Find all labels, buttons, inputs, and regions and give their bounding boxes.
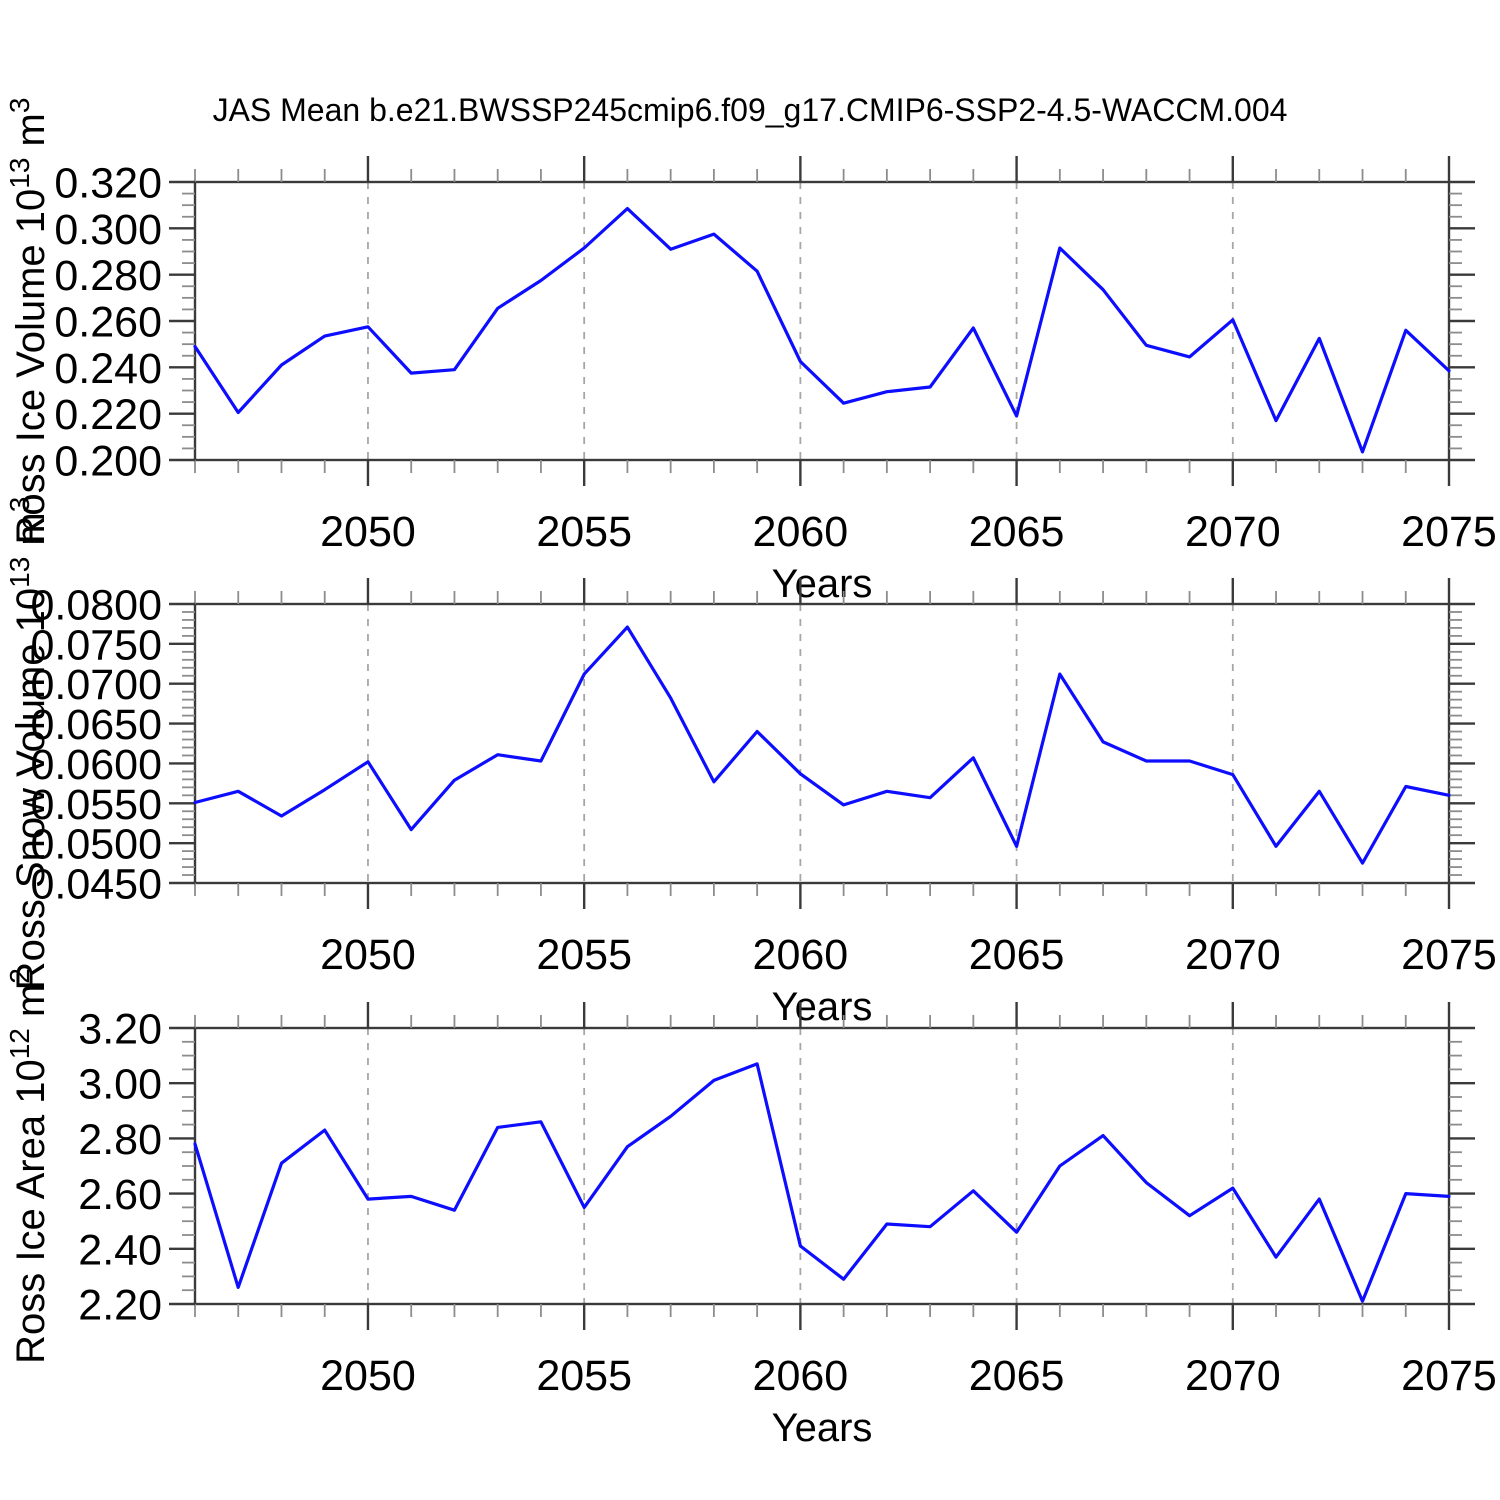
ross-ice-area-chart: 2.20 2.40 2.60 2.80 3.00 3.20 2050 2055 2060 2065… bbox=[4, 968, 1497, 1450]
gridlines bbox=[367, 604, 1234, 883]
x-tick-label: 2050 bbox=[320, 1352, 416, 1400]
x-tick-label: 2065 bbox=[969, 1352, 1065, 1400]
x-tick-label: 2065 bbox=[969, 931, 1065, 979]
y-tick-label: 2.60 bbox=[78, 1171, 162, 1219]
x-tick-label: 2075 bbox=[1401, 1352, 1497, 1400]
y-tick-label: 0.220 bbox=[54, 391, 162, 439]
x-tick-label: 2055 bbox=[536, 508, 632, 556]
y-tick-label: 0.0650 bbox=[30, 701, 162, 749]
y-tick-label: 0.200 bbox=[54, 437, 162, 485]
x-tick-label: 2060 bbox=[753, 508, 849, 556]
y-axis-title: Ross Ice Volume 1013 m3 bbox=[4, 98, 53, 545]
x-axis-title: Years bbox=[772, 1406, 873, 1450]
y-tick-label: 0.0700 bbox=[30, 661, 162, 709]
y-axis-ticks bbox=[169, 602, 1475, 885]
x-axis-ticks bbox=[194, 156, 1451, 486]
x-axis-ticks bbox=[194, 578, 1451, 909]
y-tick-label: 2.20 bbox=[78, 1281, 162, 1329]
y-tick-label: 0.260 bbox=[54, 298, 162, 346]
y-tick-label: 3.20 bbox=[78, 1005, 162, 1053]
x-tick-label: 2055 bbox=[536, 1352, 632, 1400]
gridlines bbox=[367, 182, 1234, 460]
ross-snow-volume-line bbox=[193, 625, 1451, 865]
y-tick-label: 0.280 bbox=[54, 252, 162, 300]
y-tick-label: 0.0750 bbox=[30, 621, 162, 669]
gridlines bbox=[367, 1028, 1234, 1304]
x-tick-label: 2055 bbox=[536, 931, 632, 979]
ross-ice-volume-line bbox=[193, 207, 1451, 454]
x-tick-label: 2060 bbox=[753, 1352, 849, 1400]
y-tick-label: 2.80 bbox=[78, 1116, 162, 1164]
y-axis-ticks bbox=[169, 180, 1475, 462]
x-tick-label: 2075 bbox=[1401, 508, 1497, 556]
plot-frame bbox=[193, 602, 1451, 885]
x-axis-title: Years bbox=[772, 562, 873, 606]
x-tick-label: 2070 bbox=[1185, 931, 1281, 979]
y-tick-label: 0.320 bbox=[54, 159, 162, 207]
x-tick-label: 2070 bbox=[1185, 1352, 1281, 1400]
y-tick-label: 3.00 bbox=[78, 1061, 162, 1109]
y-tick-label: 0.300 bbox=[54, 206, 162, 254]
y-tick-label: 2.40 bbox=[78, 1226, 162, 1274]
ross-ice-area-line bbox=[193, 1062, 1451, 1303]
figure-title: JAS Mean b.e21.BWSSP245cmip6.f09_g17.CMI… bbox=[212, 92, 1288, 128]
x-tick-label: 2065 bbox=[969, 508, 1065, 556]
x-axis-title: Years bbox=[772, 985, 873, 1029]
y-tick-label: 0.0550 bbox=[30, 781, 162, 829]
y-tick-label: 0.0450 bbox=[30, 860, 162, 908]
ross-snow-volume-chart: 0.04500.05000.05500.06000.06500.07000.07… bbox=[4, 497, 1497, 1029]
y-axis-title: Ross Ice Area 1012 m2 bbox=[4, 968, 53, 1364]
x-tick-label: 2075 bbox=[1401, 931, 1497, 979]
x-tick-label: 2070 bbox=[1185, 508, 1281, 556]
x-tick-label: 2050 bbox=[320, 931, 416, 979]
y-tick-label: 0.0500 bbox=[30, 821, 162, 869]
y-axis-ticks bbox=[169, 1026, 1475, 1306]
x-tick-label: 2060 bbox=[753, 931, 849, 979]
y-tick-label: 0.240 bbox=[54, 345, 162, 393]
y-tick-label: 0.0800 bbox=[30, 581, 162, 629]
y-tick-label: 0.0600 bbox=[30, 741, 162, 789]
plot-frame bbox=[193, 180, 1451, 462]
x-tick-label: 2050 bbox=[320, 508, 416, 556]
y-axis-title: Ross Snow Volume 1013 m3 bbox=[4, 497, 53, 991]
x-axis-ticks bbox=[194, 1002, 1451, 1330]
